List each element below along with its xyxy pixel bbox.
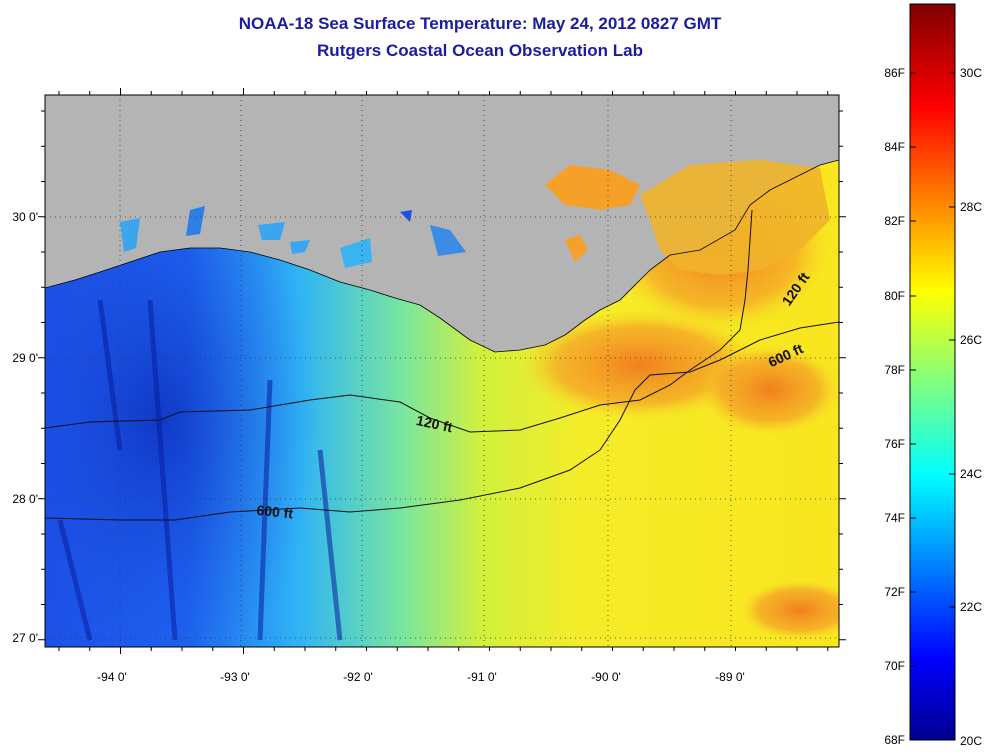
axis-ticks: [38, 88, 846, 654]
lake-region: [258, 222, 285, 240]
contour-label: 600 ft: [256, 502, 294, 522]
lat-tick-label: 27 0': [12, 631, 38, 645]
lon-tick-label: -90 0': [591, 670, 621, 684]
bay-region: [640, 160, 830, 275]
lon-tick-label: -91 0': [467, 670, 497, 684]
lon-tick-label: -93 0': [220, 670, 250, 684]
lon-tick-label: -89 0': [715, 670, 745, 684]
land-mass: [45, 95, 839, 352]
lat-tick-label: 30 0': [12, 210, 38, 224]
lake-region: [340, 238, 372, 268]
lon-tick-label: -92 0': [343, 670, 373, 684]
warm-offshore-patch: [740, 580, 839, 640]
longitude-axis: -94 0' -93 0' -92 0' -91 0' -90 0' -89 0…: [97, 670, 745, 684]
map-area: 120 ft 600 ft 120 ft 600 ft: [45, 95, 839, 647]
lake-region: [290, 240, 310, 254]
contour-120ft-west: [45, 209, 753, 433]
chart-subtitle: Rutgers Coastal Ocean Observation Lab: [317, 41, 643, 60]
lake-region: [186, 206, 205, 236]
lake-region: [120, 218, 140, 252]
lat-tick-label: 28 0': [12, 492, 38, 506]
latitude-axis: 30 0' 29 0' 28 0' 27 0': [12, 210, 38, 645]
warm-plume-patch: [520, 310, 760, 420]
depth-contours: [45, 209, 839, 521]
lon-tick-label: -94 0': [97, 670, 127, 684]
contour-600ft: [45, 321, 839, 521]
lat-tick-label: 29 0': [12, 351, 38, 365]
chart-title: NOAA-18 Sea Surface Temperature: May 24,…: [238, 14, 722, 33]
lake-region: [400, 210, 412, 222]
map-frame: [44, 94, 840, 648]
lake-region: [545, 165, 640, 210]
coastline: [45, 159, 839, 353]
contour-label: 120 ft: [415, 412, 454, 435]
grid-lines: [45, 95, 839, 647]
warm-plume-patch: [700, 345, 839, 435]
lake-region: [430, 225, 466, 256]
cold-water-patch: [45, 160, 320, 647]
lake-region: [565, 235, 588, 262]
cold-filaments: [57, 299, 343, 641]
